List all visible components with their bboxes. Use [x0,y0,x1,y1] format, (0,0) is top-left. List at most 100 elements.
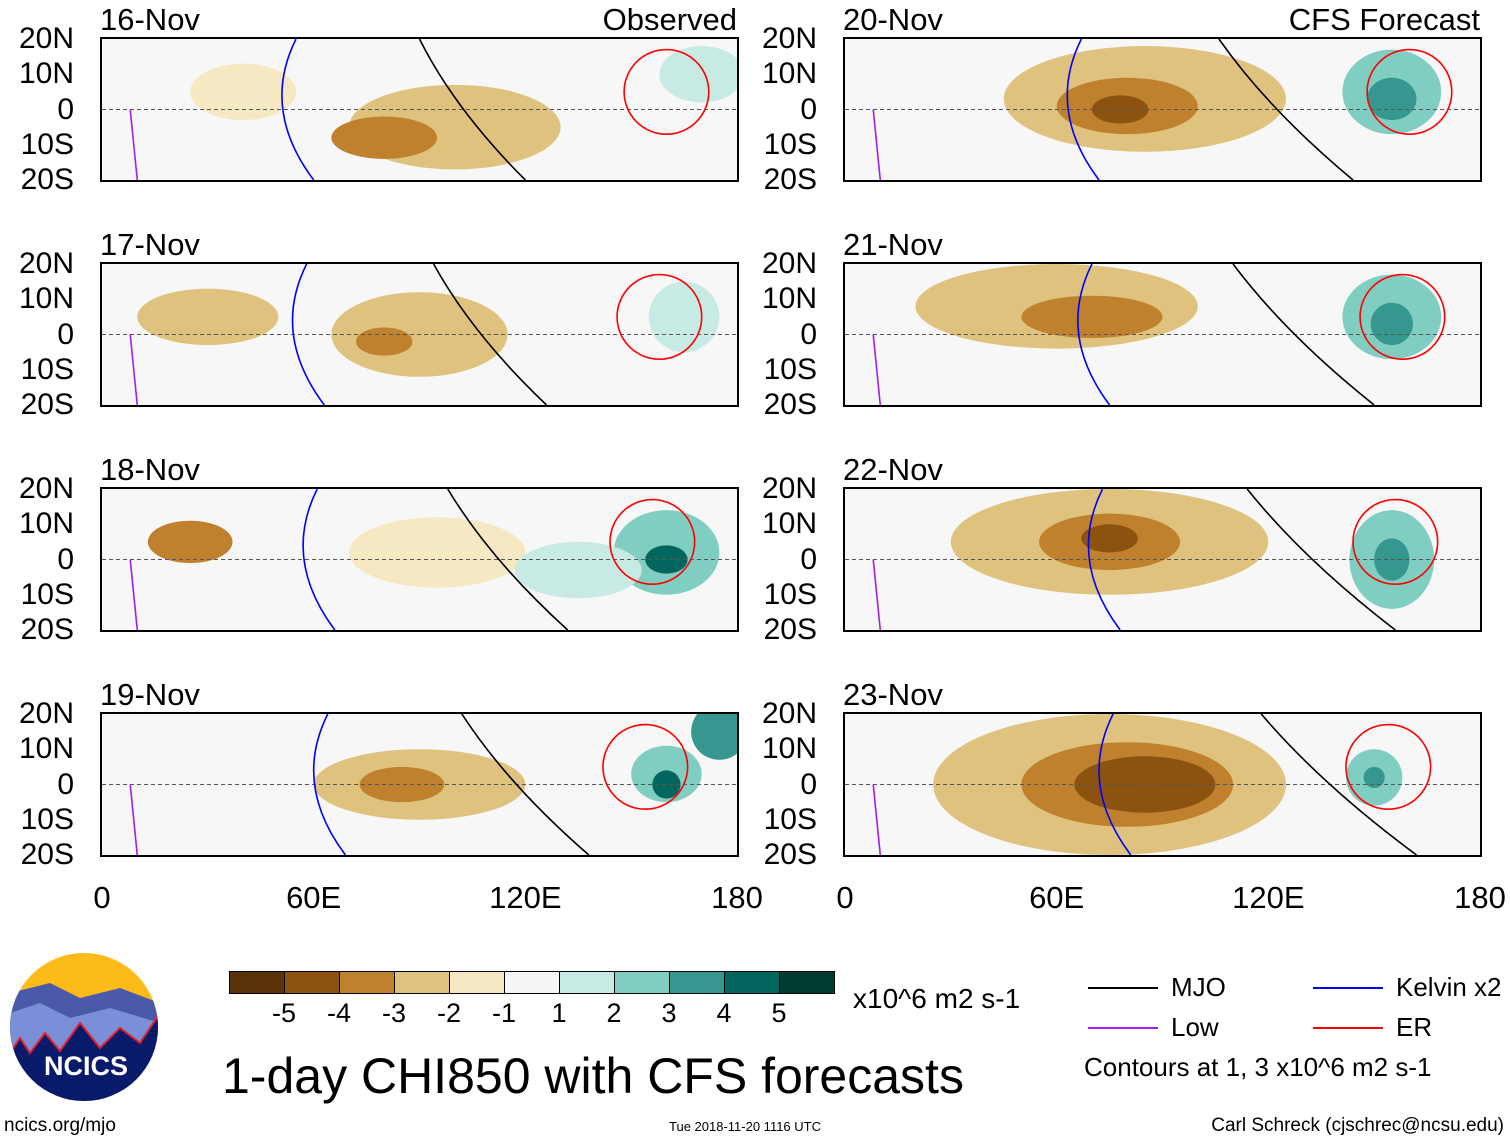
lat-label: 10N [18,507,74,541]
ncics-logo: NCICS [10,953,158,1101]
footer-right: Carl Schreck (cjschrec@ncsu.edu) [1211,1115,1504,1136]
map-panel-20-Nov [843,37,1482,182]
anomaly-shading [1370,302,1413,346]
anomaly-shading [1021,295,1163,339]
legend-line [1313,1027,1383,1029]
anomaly-shading [147,520,233,564]
lat-label: 10N [761,282,817,316]
er-contour [623,48,710,135]
map-panel-23-Nov [843,712,1482,857]
colorbar-swatch [504,971,560,994]
lat-label: 10S [763,352,817,386]
lat-label: 20S [763,163,817,196]
mjo-contour [1232,264,1375,405]
colorbar-label: -3 [381,998,407,1028]
anomaly-shading [659,46,737,103]
colorbar-label: -1 [491,998,517,1028]
lat-label: 10S [20,352,74,386]
kelvin-contour [1077,264,1111,405]
lon-label: 120E [1232,880,1305,915]
lat-label: 0 [800,767,817,801]
lat-label: 20N [761,247,817,280]
lat-label: 0 [57,92,74,126]
lat-label: 20S [20,388,74,421]
lat-label: 10S [20,127,74,161]
mjo-contour [461,714,590,855]
anomaly-shading [1081,524,1138,553]
mjo-contour [447,489,569,630]
colorbar-units: x10^6 m2 s-1 [853,983,1021,1014]
anomaly-shading [190,63,297,121]
colorbar-swatch [559,971,615,994]
panel-tag: Observed [602,2,737,37]
anomaly-shading [691,714,737,760]
lat-label: 20S [763,613,817,646]
mjo-contour [1246,489,1396,630]
lat-label: 0 [800,317,817,351]
contours-note: Contours at 1, 3 x10^6 m2 s-1 [1084,1052,1432,1082]
mjo-contour [432,264,548,405]
legend-label: ER [1396,1012,1433,1042]
map-panel-19-Nov [100,712,739,857]
colorbar-swatch [284,971,340,994]
colorbar-label: 4 [716,998,732,1028]
lon-label: 0 [93,880,111,915]
chart-title: 1-day CHI850 with CFS forecasts [222,1048,964,1104]
colorbar-swatch [229,971,285,994]
lat-label: 20N [18,472,74,505]
panel-date: 20-Nov [843,2,943,37]
lat-label: 20S [20,163,74,196]
lat-label: 10N [761,732,817,766]
lat-label: 20N [761,22,817,55]
map-panel-17-Nov [100,262,739,407]
kelvin-contour [1098,714,1132,855]
panel-date: 18-Nov [100,452,200,487]
panel-date: 23-Nov [843,677,943,712]
colorbar-swatch [449,971,505,994]
low-contour [872,559,882,630]
map-panel-16-Nov [100,37,739,182]
colorbar-label: -4 [326,998,352,1028]
lat-label: 0 [57,767,74,801]
low-contour [129,559,139,630]
anomaly-shading [356,327,413,356]
mjo-contour [418,39,526,180]
lat-label: 10S [20,577,74,611]
panel-tag: CFS Forecast [1288,2,1480,37]
low-contour [129,334,139,405]
kelvin-contour [1066,39,1100,180]
lon-label: 180 [711,880,763,915]
lat-label: 20S [763,388,817,421]
map-panel-22-Nov [843,487,1482,632]
er-contour [1345,723,1432,810]
lat-label: 10N [18,57,74,91]
kelvin-contour [1087,489,1121,630]
anomaly-shading [359,766,445,803]
er-contour [1359,273,1446,360]
colorbar-swatch [394,971,450,994]
footer-timestamp: Tue 2018-11-20 1116 UTC [669,1119,821,1134]
er-contour [602,723,689,810]
colorbar-label: 3 [661,998,677,1028]
anomaly-shading [645,545,688,574]
lat-label: 20S [763,838,817,871]
er-contour [1366,48,1453,135]
lat-label: 20N [18,697,74,730]
map-panel-18-Nov [100,487,739,632]
mjo-contour [1218,39,1354,180]
colorbar-swatch [614,971,670,994]
kelvin-contour [281,39,315,180]
colorbar-label: -2 [436,998,462,1028]
lon-label: 60E [286,880,342,915]
panel-date: 22-Nov [843,452,943,487]
lon-label: 60E [1029,880,1085,915]
lat-label: 0 [57,542,74,576]
low-contour [129,784,139,855]
colorbar-swatch [669,971,725,994]
lat-label: 20S [20,613,74,646]
legend-line [1088,1027,1158,1029]
colorbar-label: 2 [606,998,622,1028]
anomaly-shading [514,541,642,599]
mjo-contour [1260,714,1417,855]
